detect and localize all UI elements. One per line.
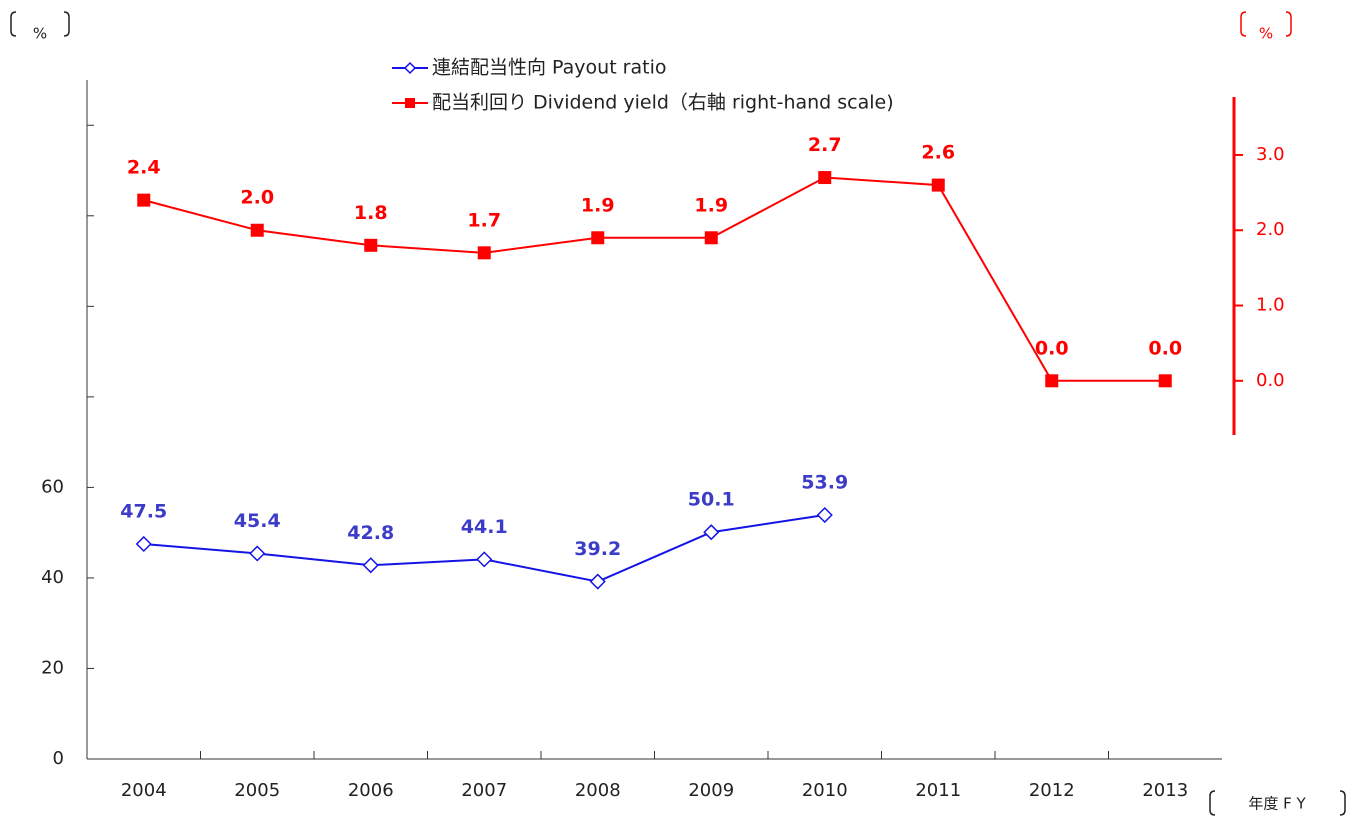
data-point [703, 524, 720, 541]
legend-marker [405, 98, 415, 108]
data-label: 2.0 [240, 187, 274, 209]
data-point [591, 231, 605, 245]
data-label: 39.2 [574, 538, 621, 560]
y-tick-label: 40 [41, 567, 64, 588]
data-label: 1.9 [581, 194, 615, 216]
data-point [249, 545, 266, 562]
data-label: 2.4 [127, 157, 161, 179]
data-point [589, 573, 606, 590]
legend-label: 配当利回り Dividend yield（右軸 right-hand scale… [432, 92, 894, 114]
series-line [143, 176, 1166, 382]
data-point [818, 171, 832, 185]
data-label: 0.0 [1148, 337, 1182, 359]
y-tick-label: 60 [41, 476, 64, 497]
data-point [1045, 374, 1059, 388]
data-label: 1.9 [694, 194, 728, 216]
x-tick-label: 2007 [461, 780, 507, 801]
bracket [1240, 11, 1292, 37]
data-label: 1.8 [354, 202, 388, 224]
data-label: 1.7 [467, 209, 501, 231]
y2-tick-label: 3.0 [1256, 144, 1285, 165]
data-label: 2.6 [921, 142, 955, 164]
data-label: 50.1 [688, 489, 735, 511]
data-point [135, 535, 152, 553]
data-point [137, 193, 151, 207]
data-label: 0.0 [1035, 337, 1069, 359]
data-point [362, 557, 379, 574]
x-tick-label: 2009 [688, 780, 734, 801]
data-point [1158, 374, 1172, 388]
data-point [931, 178, 945, 192]
data-label: 2.7 [808, 134, 842, 156]
x-tick-label: 2013 [1142, 780, 1188, 801]
y2-tick-label: 2.0 [1256, 219, 1285, 240]
x-tick-label: 2012 [1029, 780, 1075, 801]
legend-label: 連結配当性向 Payout ratio [432, 57, 667, 79]
data-point [704, 231, 718, 245]
bracket [1209, 790, 1346, 816]
y2-tick-label: 0.0 [1256, 370, 1285, 391]
data-label: 45.4 [234, 510, 281, 532]
x-tick-label: 2011 [915, 780, 961, 801]
y-tick-label: 20 [41, 657, 64, 678]
bracket [10, 11, 70, 37]
data-label: 42.8 [347, 522, 394, 544]
data-point [364, 238, 378, 252]
x-unit: 年度 F Y [1248, 795, 1306, 813]
x-tick-label: 2005 [234, 780, 280, 801]
legend-marker [403, 61, 417, 75]
y-tick-label: 0 [53, 748, 64, 769]
y2-tick-label: 1.0 [1256, 295, 1285, 316]
data-point [250, 223, 264, 237]
data-point [477, 246, 491, 260]
x-tick-label: 2004 [121, 780, 167, 801]
x-tick-label: 2008 [575, 780, 621, 801]
data-label: 53.9 [801, 472, 848, 494]
data-point [816, 506, 833, 524]
y2-unit: % [1259, 25, 1273, 43]
data-point [476, 551, 493, 568]
y-unit: % [33, 25, 47, 43]
x-tick-label: 2006 [348, 780, 394, 801]
data-label: 44.1 [461, 516, 508, 538]
data-label: 47.5 [120, 500, 167, 522]
x-tick-label: 2010 [802, 780, 848, 801]
